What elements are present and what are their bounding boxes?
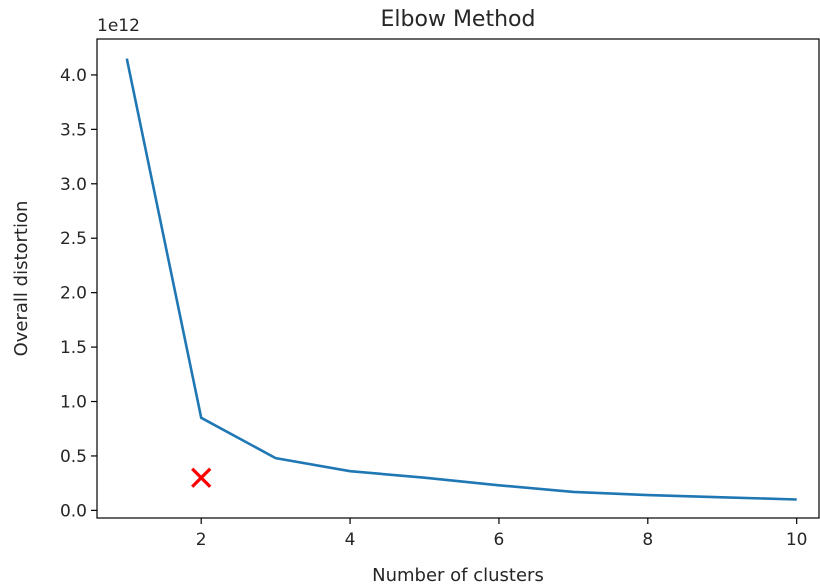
x-tick-label: 8 [642,530,653,550]
y-tick-label: 2.0 [60,284,87,304]
x-axis-ticks: 2 4 6 8 10 [196,518,808,550]
x-tick-label: 2 [196,530,207,550]
y-axis-offset-label: 1e12 [97,16,140,36]
x-axis-label: Number of clusters [372,565,544,586]
y-tick-label: 0.5 [60,447,87,467]
y-tick-label: 1.5 [60,338,87,358]
plot-layer [127,59,797,500]
y-axis-label: Overall distortion [11,201,32,357]
x-tick-label: 4 [345,530,356,550]
x-tick-label: 6 [494,530,505,550]
elbow-marker-x [192,469,210,487]
x-tick-label: 10 [786,530,808,550]
y-tick-label: 3.5 [60,120,87,140]
axes-frame [97,39,819,518]
chart-title: Elbow Method [381,7,536,32]
distortion-series-line [127,59,797,500]
y-tick-label: 2.5 [60,229,87,249]
y-tick-label: 3.0 [60,175,87,195]
y-tick-label: 0.0 [60,501,87,521]
y-tick-label: 4.0 [60,66,87,86]
y-tick-label: 1.0 [60,393,87,413]
y-axis-ticks: 0.0 0.5 1.0 1.5 2.0 2.5 3.0 3.5 4.0 [60,66,97,521]
